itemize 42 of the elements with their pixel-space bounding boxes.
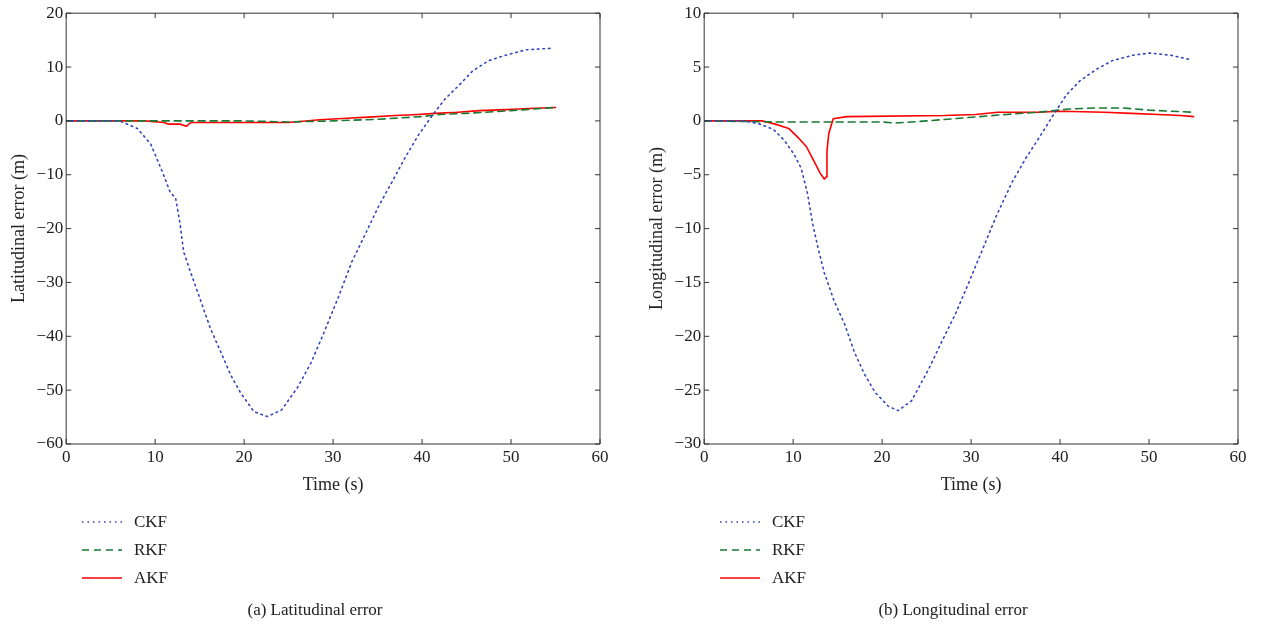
legend-label: CKF: [134, 512, 168, 532]
y-tick-label: −20: [36, 218, 64, 238]
y-tick-label: −5: [683, 164, 702, 184]
x-tick-label: 50: [502, 446, 520, 466]
y-tick-label: −10: [674, 218, 702, 238]
y-tick-label: 10: [46, 56, 64, 76]
x-tick-label: 10: [146, 446, 164, 466]
legend-label: RKF: [134, 540, 168, 560]
y-tick-label: 0: [54, 110, 64, 130]
y-axis-title: Latitudinal error (m): [7, 154, 29, 304]
y-tick-label: −15: [674, 271, 702, 291]
x-tick-label: 60: [1229, 446, 1247, 466]
x-axis-title: Time (s): [302, 473, 364, 495]
legend-label: CKF: [772, 512, 806, 532]
y-tick-label: 20: [46, 2, 64, 22]
x-tick-label: 40: [1051, 446, 1069, 466]
y-tick-label: −10: [36, 164, 64, 184]
y-tick-label: −25: [674, 379, 702, 399]
y-tick-label: 5: [692, 56, 702, 76]
x-tick-label: 30: [324, 446, 342, 466]
x-tick-label: 50: [1140, 446, 1158, 466]
legend-label: RKF: [772, 540, 806, 560]
y-tick-label: 0: [692, 110, 702, 130]
y-axis-title: Longitudinal error (m): [645, 147, 667, 311]
y-tick-label: 10: [684, 2, 702, 22]
x-tick-label: 20: [873, 446, 891, 466]
legend-label: AKF: [134, 568, 169, 588]
text: (a) Latitudinal error: [246, 600, 384, 620]
x-tick-label: 10: [784, 446, 802, 466]
x-tick-label: 20: [235, 446, 253, 466]
x-tick-label: 30: [962, 446, 980, 466]
y-tick-label: −30: [674, 433, 702, 453]
y-tick-label: −40: [36, 325, 64, 345]
text: (b) Longitudinal error: [877, 600, 1029, 620]
x-tick-label: 60: [591, 446, 609, 466]
y-tick-label: −30: [36, 271, 64, 291]
legend-label: AKF: [772, 568, 807, 588]
x-tick-label: 40: [413, 446, 431, 466]
y-tick-label: −20: [674, 325, 702, 345]
y-tick-label: −60: [36, 433, 64, 453]
y-tick-label: −50: [36, 379, 64, 399]
x-axis-title: Time (s): [940, 473, 1002, 495]
